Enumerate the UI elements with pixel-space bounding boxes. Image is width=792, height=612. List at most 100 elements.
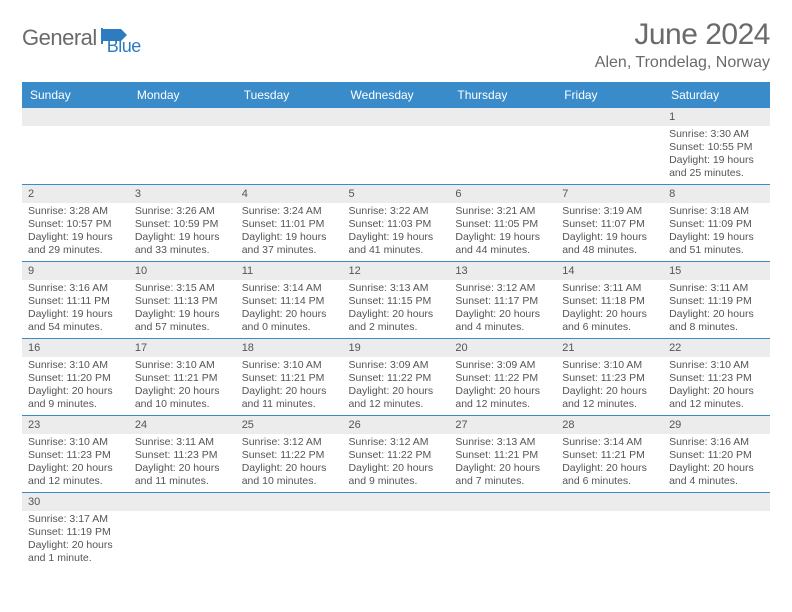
daylight-text: Daylight: 20 hours and 2 minutes. — [349, 308, 444, 334]
calendar-cell: 15 Sunrise: 3:11 AMSunset: 11:19 PMDaylig… — [663, 262, 770, 339]
sunset-text: Sunset: 11:01 PM — [242, 218, 337, 231]
calendar-cell: 19Sunrise: 3:09 AMSunset: 11:22 PMDaylig… — [343, 339, 450, 416]
calendar-cell — [556, 493, 663, 570]
day-number: 6 — [449, 185, 556, 203]
day-details — [556, 126, 663, 132]
calendar-cell — [663, 493, 770, 570]
day-details: Sunrise: 3:09 AMSunset: 11:22 PMDaylight… — [449, 357, 556, 415]
daylight-text: Daylight: 20 hours and 6 minutes. — [562, 462, 657, 488]
sunset-text: Sunset: 11:11 PM — [28, 295, 123, 308]
day-details: Sunrise: 3:13 AMSunset: 11:15 PMDaylight… — [343, 280, 450, 338]
daylight-text: Daylight: 20 hours and 1 minute. — [28, 539, 123, 565]
calendar-cell: 27Sunrise: 3:13 AMSunset: 11:21 PMDaylig… — [449, 416, 556, 493]
day-number: 19 — [343, 339, 450, 357]
daylight-text: Daylight: 19 hours and 57 minutes. — [135, 308, 230, 334]
sunset-text: Sunset: 11:13 PM — [135, 295, 230, 308]
day-number: 15 — [663, 262, 770, 280]
calendar-cell — [449, 493, 556, 570]
sunset-text: Sunset: 11:23 PM — [562, 372, 657, 385]
day-details: Sunrise: 3:11 AMSunset: 11:18 PMDaylight… — [556, 280, 663, 338]
daylight-text: Daylight: 19 hours and 41 minutes. — [349, 231, 444, 257]
calendar-cell — [129, 108, 236, 185]
weekday-header: Saturday — [663, 82, 770, 108]
day-details: Sunrise: 3:26 AMSunset: 10:59 PMDaylight… — [129, 203, 236, 261]
day-number — [343, 493, 450, 511]
logo-text-blue: Blue — [107, 36, 141, 56]
sunrise-text: Sunrise: 3:12 AM — [349, 436, 444, 449]
sunrise-text: Sunrise: 3:16 AM — [669, 436, 764, 449]
calendar-table: Sunday Monday Tuesday Wednesday Thursday… — [22, 82, 770, 569]
calendar-cell: 2Sunrise: 3:28 AMSunset: 10:57 PMDayligh… — [22, 185, 129, 262]
sunrise-text: Sunrise: 3:18 AM — [669, 205, 764, 218]
day-details: Sunrise: 3:10 AMSunset: 11:21 PMDaylight… — [129, 357, 236, 415]
day-details: Sunrise: 3:14 AMSunset: 11:21 PMDaylight… — [556, 434, 663, 492]
day-details: Sunrise: 3:14 AMSunset: 11:14 PMDaylight… — [236, 280, 343, 338]
daylight-text: Daylight: 20 hours and 12 minutes. — [349, 385, 444, 411]
weekday-header: Sunday — [22, 82, 129, 108]
day-details — [236, 126, 343, 132]
sunset-text: Sunset: 11:22 PM — [349, 449, 444, 462]
day-details: Sunrise: 3:19 AMSunset: 11:07 PMDaylight… — [556, 203, 663, 261]
sunrise-text: Sunrise: 3:13 AM — [455, 436, 550, 449]
sunset-text: Sunset: 11:22 PM — [349, 372, 444, 385]
sunrise-text: Sunrise: 3:28 AM — [28, 205, 123, 218]
daylight-text: Daylight: 20 hours and 12 minutes. — [455, 385, 550, 411]
sunrise-text: Sunrise: 3:24 AM — [242, 205, 337, 218]
day-number: 22 — [663, 339, 770, 357]
calendar-cell — [343, 108, 450, 185]
day-number: 10 — [129, 262, 236, 280]
daylight-text: Daylight: 19 hours and 29 minutes. — [28, 231, 123, 257]
calendar-cell: 20Sunrise: 3:09 AMSunset: 11:22 PMDaylig… — [449, 339, 556, 416]
sunrise-text: Sunrise: 3:10 AM — [135, 359, 230, 372]
calendar-cell: 13Sunrise: 3:12 AMSunset: 11:17 PMDaylig… — [449, 262, 556, 339]
day-details — [129, 126, 236, 132]
day-number — [129, 108, 236, 126]
day-number — [663, 493, 770, 511]
daylight-text: Daylight: 20 hours and 11 minutes. — [135, 462, 230, 488]
calendar-cell: 1Sunrise: 3:30 AMSunset: 10:55 PMDayligh… — [663, 108, 770, 185]
day-number — [22, 108, 129, 126]
sunset-text: Sunset: 11:19 PM — [669, 295, 764, 308]
calendar-cell: 25Sunrise: 3:12 AMSunset: 11:22 PMDaylig… — [236, 416, 343, 493]
title-block: June 2024 Alen, Trondelag, Norway — [595, 18, 770, 72]
sunset-text: Sunset: 11:15 PM — [349, 295, 444, 308]
calendar-cell: 6Sunrise: 3:21 AMSunset: 11:05 PMDayligh… — [449, 185, 556, 262]
sunset-text: Sunset: 10:57 PM — [28, 218, 123, 231]
day-details: Sunrise: 3:10 AMSunset: 11:20 PMDaylight… — [22, 357, 129, 415]
calendar-cell: 28Sunrise: 3:14 AMSunset: 11:21 PMDaylig… — [556, 416, 663, 493]
day-details: Sunrise: 3:24 AMSunset: 11:01 PMDaylight… — [236, 203, 343, 261]
day-details: Sunrise: 3:22 AMSunset: 11:03 PMDaylight… — [343, 203, 450, 261]
sunrise-text: Sunrise: 3:17 AM — [28, 513, 123, 526]
daylight-text: Daylight: 20 hours and 4 minutes. — [669, 462, 764, 488]
calendar-cell: 18Sunrise: 3:10 AMSunset: 11:21 PMDaylig… — [236, 339, 343, 416]
sunset-text: Sunset: 11:20 PM — [28, 372, 123, 385]
day-number: 4 — [236, 185, 343, 203]
sunrise-text: Sunrise: 3:26 AM — [135, 205, 230, 218]
daylight-text: Daylight: 19 hours and 25 minutes. — [669, 154, 764, 180]
sunrise-text: Sunrise: 3:10 AM — [669, 359, 764, 372]
sunset-text: Sunset: 11:21 PM — [135, 372, 230, 385]
day-number: 17 — [129, 339, 236, 357]
sunset-text: Sunset: 11:21 PM — [562, 449, 657, 462]
weekday-header: Thursday — [449, 82, 556, 108]
sunrise-text: Sunrise: 3:14 AM — [562, 436, 657, 449]
sunrise-text: Sunrise: 3:10 AM — [242, 359, 337, 372]
daylight-text: Daylight: 20 hours and 8 minutes. — [669, 308, 764, 334]
sunrise-text: Sunrise: 3:16 AM — [28, 282, 123, 295]
day-number: 27 — [449, 416, 556, 434]
header: General Blue June 2024 Alen, Trondelag, … — [22, 18, 770, 72]
sunrise-text: Sunrise: 3:11 AM — [669, 282, 764, 295]
day-details — [556, 511, 663, 517]
day-details: Sunrise: 3:11 AMSunset: 11:23 PMDaylight… — [129, 434, 236, 492]
sunrise-text: Sunrise: 3:12 AM — [242, 436, 337, 449]
sunset-text: Sunset: 11:03 PM — [349, 218, 444, 231]
day-details: Sunrise: 3:10 AMSunset: 11:21 PMDaylight… — [236, 357, 343, 415]
location-label: Alen, Trondelag, Norway — [595, 54, 770, 72]
sunset-text: Sunset: 11:07 PM — [562, 218, 657, 231]
day-details: Sunrise: 3:21 AMSunset: 11:05 PMDaylight… — [449, 203, 556, 261]
daylight-text: Daylight: 20 hours and 12 minutes. — [669, 385, 764, 411]
day-number: 9 — [22, 262, 129, 280]
calendar-cell — [236, 493, 343, 570]
calendar-cell: 22Sunrise: 3:10 AMSunset: 11:23 PMDaylig… — [663, 339, 770, 416]
day-number: 11 — [236, 262, 343, 280]
